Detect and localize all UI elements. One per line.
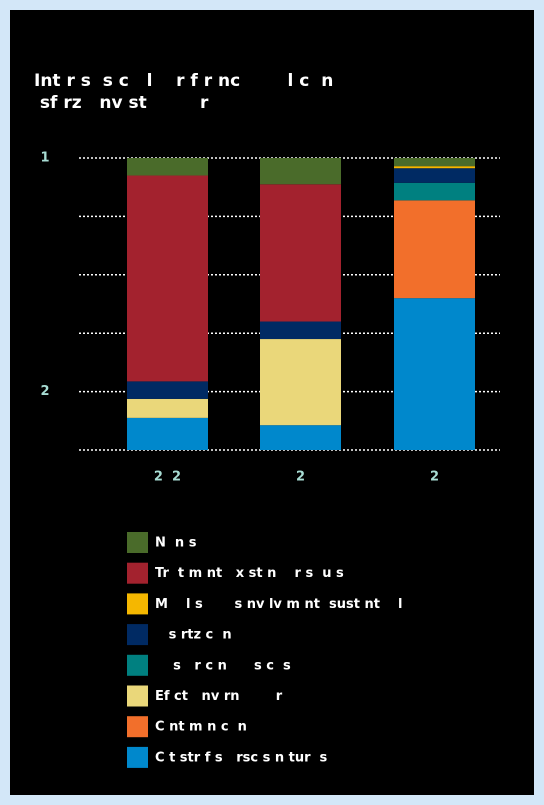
legend-label: Tr t m nt x st n r s u s [155, 566, 344, 581]
chart-title: Int r s s c l r f r nc l c n [34, 71, 333, 91]
bar-segment [394, 166, 475, 169]
bar-segment [394, 168, 475, 183]
legend-swatch [127, 716, 148, 738]
bar-segment [127, 398, 208, 418]
bar-segment [127, 417, 208, 450]
legend-swatch [127, 746, 148, 768]
legend-label: N n s [155, 536, 197, 551]
legend-label: C nt m n c n [155, 720, 247, 735]
bar-segment [127, 381, 208, 399]
legend-swatch [127, 562, 148, 584]
x-tick-label: 2 [296, 470, 305, 485]
x-tick-label: 2 [430, 470, 439, 485]
bar-segment [260, 339, 341, 426]
y-tick-label: 2 [40, 384, 49, 399]
legend-label: Ef ct nv rn r [155, 689, 283, 704]
y-tick-label: 1 [40, 151, 49, 166]
legend-swatch [127, 624, 148, 646]
bar-segment [394, 182, 475, 201]
legend-swatch [127, 654, 148, 676]
chart-title: sf rz nv st r [34, 93, 209, 113]
bar-segment [260, 321, 341, 340]
legend-swatch [127, 593, 148, 615]
bar-segment [127, 175, 208, 382]
bar-segment [260, 184, 341, 322]
legend-label: s r c n s c s [155, 658, 291, 673]
x-tick-label: 2 2 [154, 470, 181, 485]
legend-label: s rtz c n [155, 628, 232, 643]
bar-segment [260, 158, 341, 185]
legend-label: M l s s nv lv m nt sust nt l [155, 597, 403, 612]
bar-segment [260, 425, 341, 450]
bar-segment [394, 298, 475, 450]
bar-segment [394, 200, 475, 299]
legend-swatch [127, 685, 148, 707]
legend-label: C t str f s rsc s n tur s [155, 750, 328, 765]
bar-segment [394, 158, 475, 167]
bar-segment [127, 158, 208, 176]
legend-swatch [127, 532, 148, 553]
